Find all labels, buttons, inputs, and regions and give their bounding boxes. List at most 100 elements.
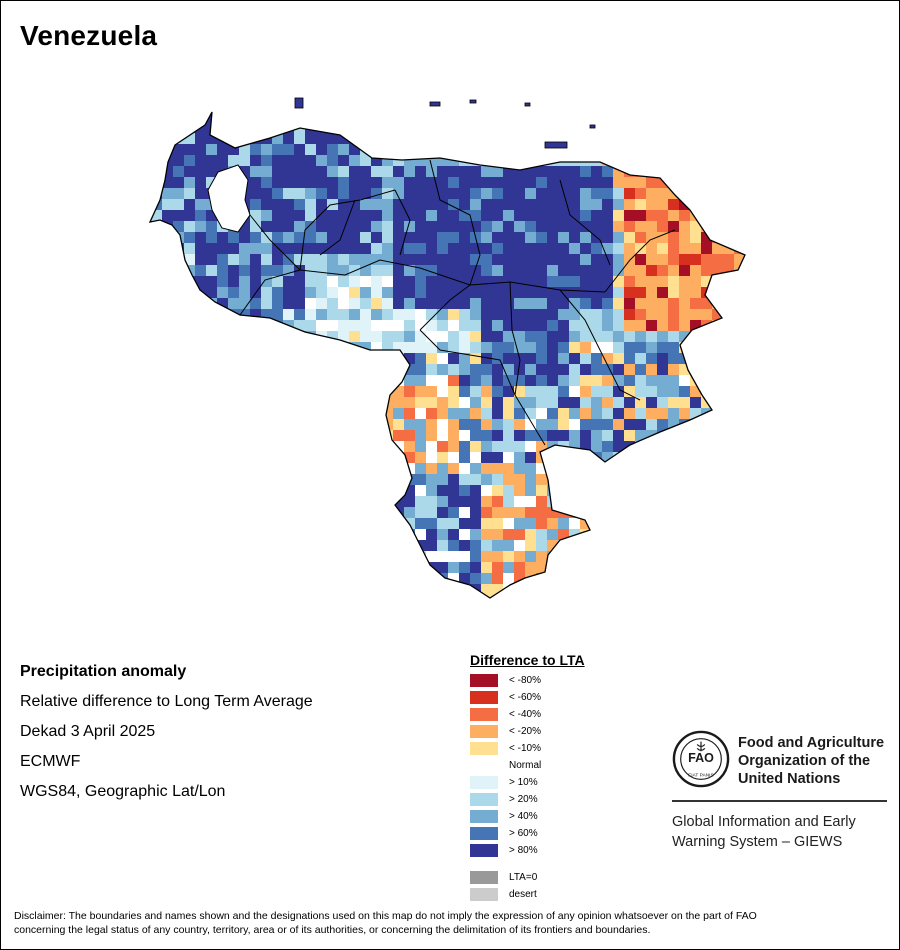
grid-cell [635,100,646,111]
grid-cell [657,573,668,584]
grid-cell [272,507,283,518]
grid-cell [470,331,481,342]
grid-cell [173,112,184,122]
grid-cell [635,309,646,320]
grid-cell [305,232,316,243]
grid-cell [393,551,404,562]
grid-cell [184,507,195,518]
grid-cell [503,452,514,463]
grid-cell [437,540,448,551]
grid-cell [580,133,591,144]
grid-cell [668,342,679,353]
grid-cell [316,254,327,265]
grid-cell [558,386,569,397]
grid-cell [250,397,261,408]
grid-cell [470,551,481,562]
grid-cell [173,342,184,353]
grid-cell [492,397,503,408]
grid-cell [668,397,679,408]
grid-cell [393,463,404,474]
grid-cell [723,210,734,221]
grid-cell [404,155,415,166]
grid-cell [591,265,602,276]
grid-cell [635,232,646,243]
grid-cell [349,364,360,375]
grid-cell [646,606,657,617]
grid-cell [492,463,503,474]
grid-cell [426,485,437,496]
grid-cell [173,540,184,551]
grid-cell [327,584,338,595]
grid-cell [173,320,184,331]
grid-cell [492,112,503,122]
grid-cell [437,177,448,188]
grid-cell [723,122,734,133]
grid-cell [668,243,679,254]
grid-cell [195,287,206,298]
grid-cell [349,430,360,441]
grid-cell [184,232,195,243]
grid-cell [360,364,371,375]
grid-cell [624,112,635,122]
grid-cell [536,166,547,177]
grid-cell [591,540,602,551]
grid-cell [316,441,327,452]
grid-cell [316,551,327,562]
grid-cell [668,122,679,133]
grid-cell [228,353,239,364]
grid-cell [294,540,305,551]
grid-cell [503,397,514,408]
grid-cell [756,540,767,551]
grid-cell [349,188,360,199]
grid-cell [272,199,283,210]
grid-cell [734,441,745,452]
grid-cell [173,188,184,199]
grid-cell [283,331,294,342]
grid-cell [184,595,195,598]
grid-cell [437,199,448,210]
grid-cell [404,232,415,243]
grid-cell [261,364,272,375]
grid-cell [382,276,393,287]
grid-cell [734,595,745,598]
grid-cell [646,485,657,496]
grid-cell [745,518,756,529]
grid-cell [283,496,294,507]
grid-cell [338,430,349,441]
grid-cell [701,243,712,254]
grid-cell [371,529,382,540]
grid-cell [360,353,371,364]
state-boundary [559,289,641,401]
grid-cell [228,122,239,133]
grid-cell [481,364,492,375]
grid-cell [250,243,261,254]
grid-cell [459,177,470,188]
grid-cell [283,177,294,188]
grid-cell [437,276,448,287]
grid-cell [272,540,283,551]
grid-cell [173,562,184,573]
grid-cell [217,342,228,353]
grid-cell [426,331,437,342]
grid-cell [602,529,613,540]
grid-cell [349,353,360,364]
grid-cell [536,463,547,474]
grid-cell [536,518,547,529]
grid-cell [690,540,701,551]
grid-cell [591,463,602,474]
grid-cell [712,441,723,452]
grid-cell [536,551,547,562]
grid-cell [349,320,360,331]
grid-cell [525,441,536,452]
grid-cell [657,155,668,166]
grid-cell [668,595,679,598]
grid-cell [206,485,217,496]
grid-cell [635,496,646,507]
grid-cell [239,144,250,155]
grid-cell [415,375,426,386]
grid-cell [646,551,657,562]
grid-cell [745,430,756,441]
grid-cell [272,133,283,144]
fao-name-line-2: Organization of the [738,753,871,769]
grid-cell [580,309,591,320]
